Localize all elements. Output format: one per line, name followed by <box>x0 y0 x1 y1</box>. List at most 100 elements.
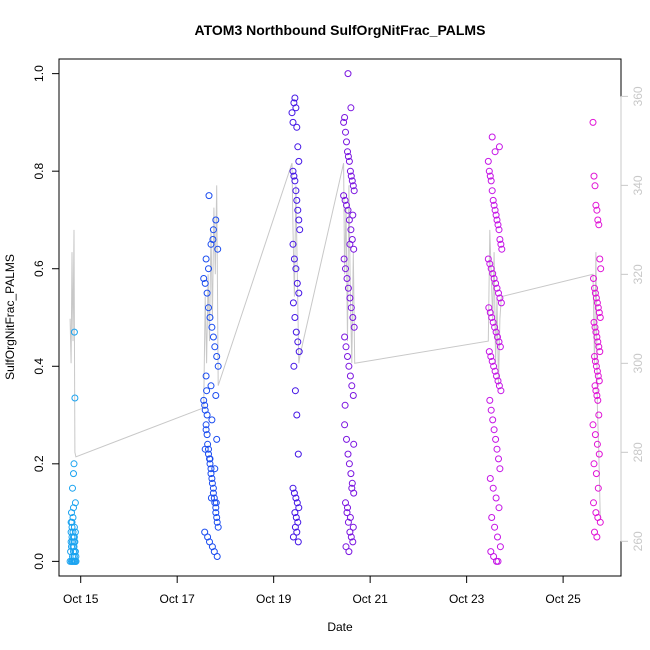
data-point-series-4 <box>350 323 358 331</box>
data-point-series-6 <box>592 201 600 209</box>
data-point-series-3 <box>291 314 299 321</box>
data-point-series-5 <box>496 465 504 473</box>
data-point-series-3 <box>292 187 300 195</box>
data-point-series-3 <box>295 157 303 165</box>
data-point-series-3 <box>291 523 299 531</box>
y-tick-label: 0.2 <box>32 455 46 472</box>
data-point-series-5 <box>497 299 505 307</box>
data-point-series-6 <box>594 304 602 312</box>
data-point-series-5 <box>486 309 494 317</box>
data-point-series-5 <box>496 343 504 351</box>
data-point-series-2 <box>211 465 219 473</box>
data-point-series-5 <box>487 177 495 185</box>
data-point-series-4 <box>341 196 349 204</box>
data-point-series-6 <box>595 309 603 317</box>
data-point-series-4 <box>346 372 354 380</box>
data-point-series-1 <box>70 538 78 546</box>
data-point-series-2 <box>214 523 222 531</box>
y-axis-title: SulfOrgNitFrac_PALMS <box>3 254 17 380</box>
data-point-series-3 <box>295 216 303 224</box>
y-tick-label: 1.0 <box>32 65 46 82</box>
data-point-series-2 <box>214 245 222 253</box>
data-point-series-4 <box>344 353 351 360</box>
data-point-series-4 <box>343 138 350 146</box>
points-layer <box>66 70 605 565</box>
data-point-series-4 <box>346 528 354 536</box>
data-point-series-4 <box>347 226 355 234</box>
data-point-series-6 <box>595 450 603 458</box>
data-point-series-5 <box>492 211 500 219</box>
x-tick-label: Oct 17 <box>160 592 196 606</box>
data-point-series-3 <box>295 348 303 356</box>
data-point-series-5 <box>491 523 499 531</box>
data-point-series-6 <box>595 221 603 229</box>
data-point-series-2 <box>209 236 217 243</box>
data-point-series-5 <box>485 304 493 312</box>
data-point-series-2 <box>213 514 221 521</box>
data-point-series-6 <box>591 357 599 365</box>
data-point-series-4 <box>341 333 349 341</box>
y2-tick-label: 280 <box>631 442 645 462</box>
data-point-series-5 <box>490 426 498 434</box>
data-point-series-5 <box>490 275 498 282</box>
data-point-series-5 <box>492 328 500 336</box>
data-point-series-4 <box>345 362 353 370</box>
data-point-series-2 <box>203 289 211 297</box>
y-tick-label: 0.0 <box>32 553 46 570</box>
data-point-series-5 <box>493 445 501 453</box>
data-point-series-3 <box>293 499 301 507</box>
data-point-series-2 <box>200 396 208 404</box>
data-point-series-3 <box>288 109 296 117</box>
data-point-series-5 <box>488 314 496 321</box>
data-point-series-2 <box>203 387 211 395</box>
data-point-series-2 <box>207 494 215 502</box>
data-point-series-3 <box>290 255 298 263</box>
data-point-series-2 <box>205 192 213 200</box>
x-tick-label: Oct 15 <box>63 592 99 606</box>
data-point-series-6 <box>591 431 599 439</box>
data-point-series-4 <box>343 435 350 443</box>
data-point-series-4 <box>348 479 356 487</box>
data-point-series-4 <box>348 177 356 185</box>
secondary-series-line <box>69 162 601 520</box>
data-point-series-3 <box>289 118 297 126</box>
data-point-series-3 <box>289 167 297 175</box>
data-point-series-5 <box>484 157 492 165</box>
data-point-series-4 <box>349 182 357 190</box>
y2-tick-label: 300 <box>631 353 645 373</box>
data-point-series-1 <box>72 557 80 565</box>
data-point-series-5 <box>495 382 503 390</box>
data-point-series-6 <box>594 372 602 380</box>
data-point-series-3 <box>296 226 304 234</box>
data-point-series-2 <box>213 553 221 560</box>
data-point-series-2 <box>202 255 210 263</box>
data-point-series-4 <box>347 104 355 112</box>
data-point-series-5 <box>488 133 496 141</box>
data-point-series-1 <box>69 514 77 521</box>
data-point-series-5 <box>491 206 499 214</box>
data-point-series-2 <box>202 426 210 434</box>
data-point-series-4 <box>350 187 358 195</box>
data-point-series-5 <box>494 377 502 385</box>
data-point-series-4 <box>343 201 350 209</box>
secondary-line-layer <box>69 162 601 520</box>
data-point-series-4 <box>350 245 358 253</box>
data-point-series-3 <box>289 484 297 492</box>
data-point-series-5 <box>495 289 502 297</box>
data-point-series-2 <box>206 460 214 468</box>
data-point-series-6 <box>594 396 602 404</box>
data-point-series-5 <box>496 236 504 243</box>
data-point-series-5 <box>490 201 498 209</box>
data-point-series-4 <box>347 172 355 180</box>
data-point-series-3 <box>292 265 300 273</box>
data-point-series-4 <box>344 153 352 160</box>
data-point-series-6 <box>592 328 600 336</box>
data-point-series-3 <box>289 299 297 307</box>
data-point-series-6 <box>590 318 598 326</box>
data-point-series-4 <box>345 157 353 165</box>
x-tick-label: Oct 19 <box>256 592 292 606</box>
data-point-series-1 <box>70 533 78 541</box>
data-point-series-5 <box>495 226 503 234</box>
x-tick-label: Oct 25 <box>545 592 581 606</box>
data-point-series-5 <box>494 533 501 541</box>
